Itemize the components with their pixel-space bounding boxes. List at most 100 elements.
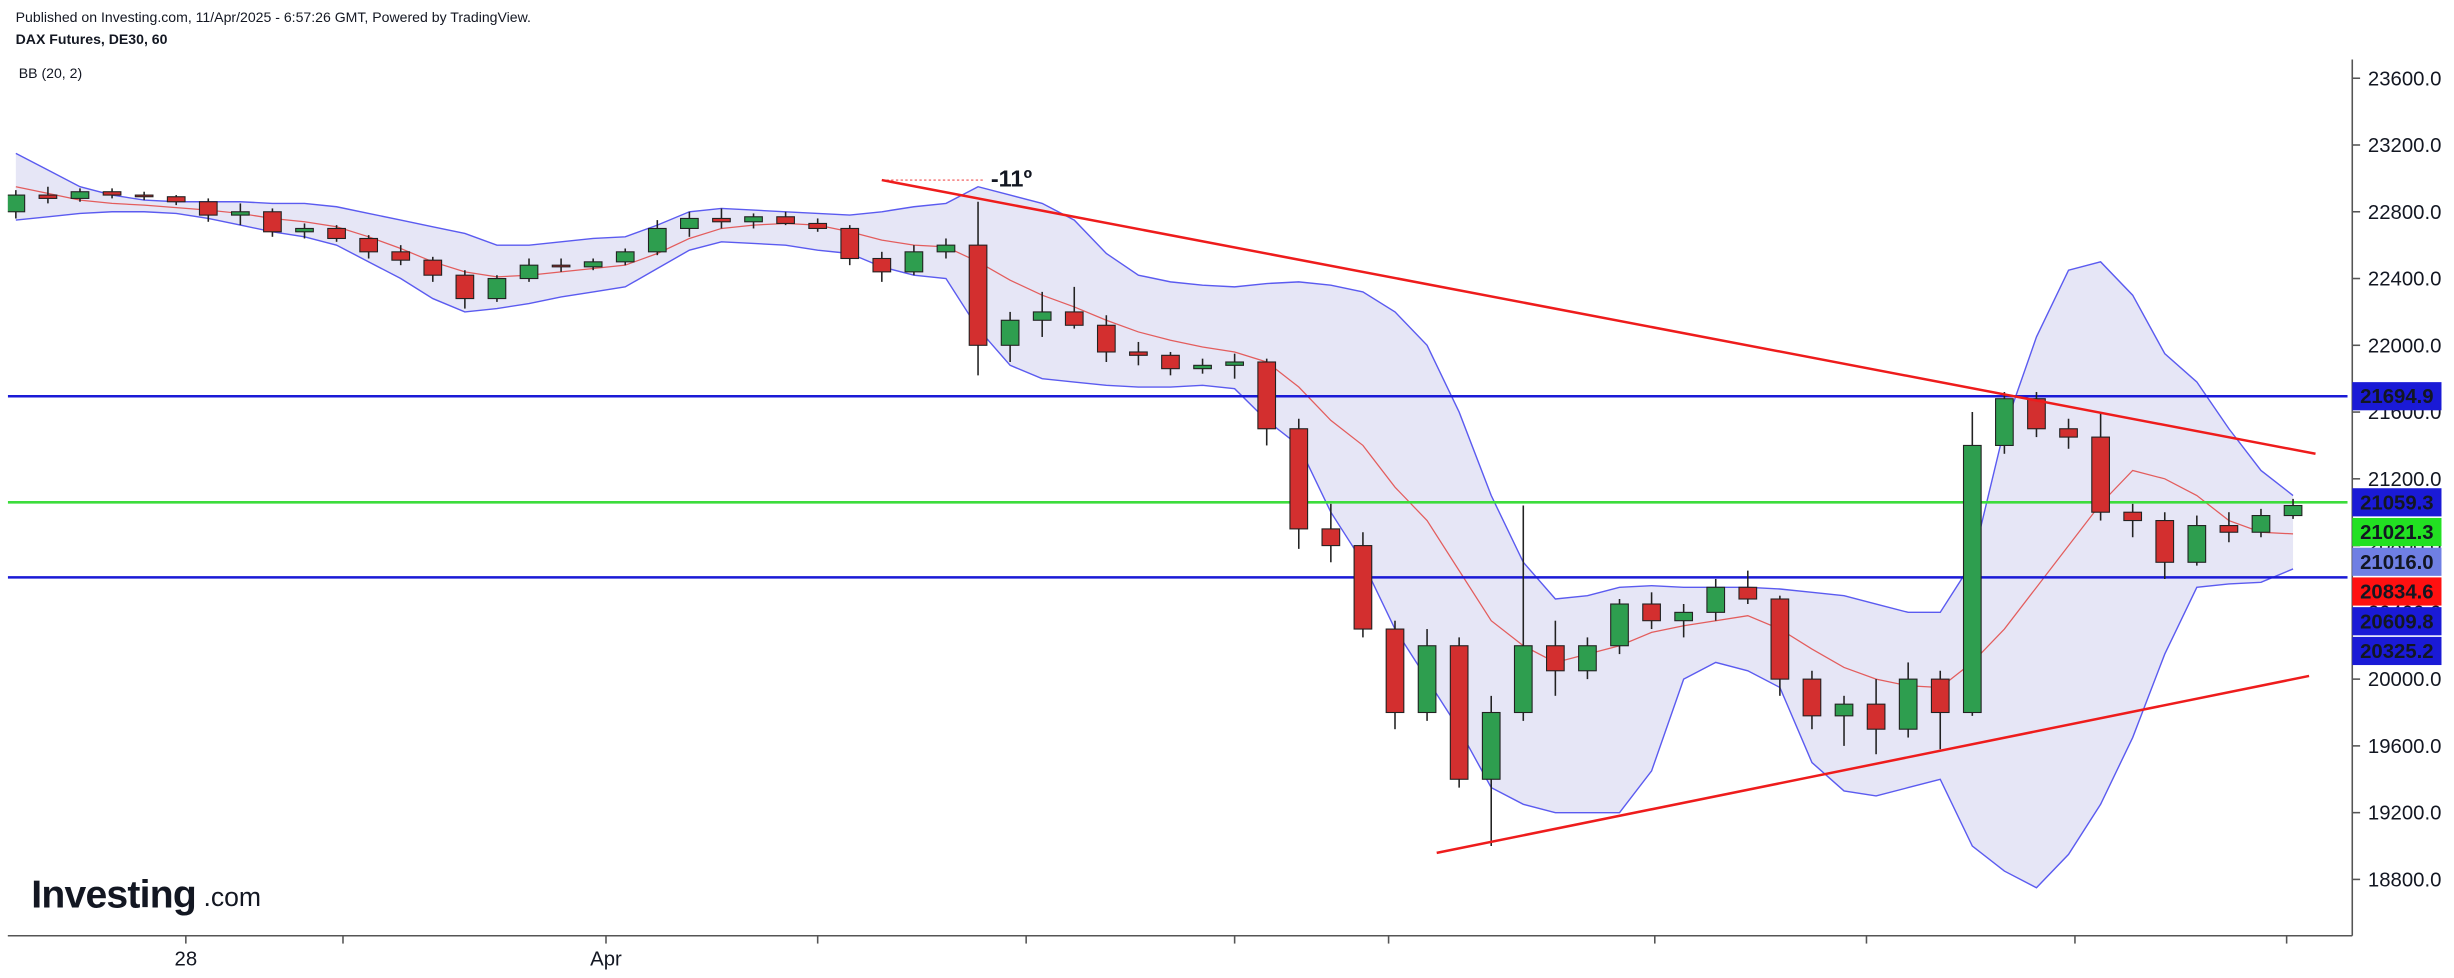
candle-body xyxy=(1578,645,1597,672)
candle-body xyxy=(1321,528,1341,547)
candle-body xyxy=(38,194,58,199)
candle-body xyxy=(2091,436,2110,513)
candle-body xyxy=(1995,398,2014,446)
plot-area xyxy=(7,152,2348,889)
logo-brand: Investing xyxy=(31,874,196,917)
price-tag-label: 20834.6 xyxy=(2360,582,2433,604)
indicator-label: BB (20, 2) xyxy=(19,65,82,81)
candle-body xyxy=(423,259,443,276)
candle-body xyxy=(134,194,154,198)
price-tag-box xyxy=(2352,517,2442,547)
bb-fill xyxy=(15,153,2294,888)
candle-body xyxy=(1770,598,1790,680)
candle-body xyxy=(519,264,539,280)
y-tick-label: 19600.0 xyxy=(2368,736,2441,758)
x-tick-label: 28 xyxy=(175,948,198,970)
candle-body xyxy=(1193,364,1212,370)
price-tag-box xyxy=(2352,577,2442,606)
trendline xyxy=(1436,674,2310,855)
candle-body xyxy=(2219,525,2239,533)
price-tag-label: 21059.3 xyxy=(2360,492,2433,514)
y-tick-label: 20000.0 xyxy=(2368,669,2441,691)
price-tag-label: 21021.3 xyxy=(2360,522,2433,544)
bb-lower xyxy=(15,211,2294,889)
price-tag-label: 20609.8 xyxy=(2360,611,2433,633)
price-tag-box xyxy=(2352,382,2442,411)
logo-suffix: .com xyxy=(203,882,261,912)
candle-body xyxy=(1738,586,1758,600)
candle-body xyxy=(1385,628,1405,714)
candle-body xyxy=(1802,678,1822,717)
candle-body xyxy=(230,211,250,216)
y-tick-label: 22400.0 xyxy=(2368,269,2441,291)
x-tick-label: Apr xyxy=(590,948,622,970)
candle-body xyxy=(1129,351,1148,356)
candle-body xyxy=(872,257,892,273)
price-tag-label: 21694.9 xyxy=(2360,386,2433,408)
candle-body xyxy=(1353,545,1373,630)
candle-body xyxy=(455,274,475,300)
logo: Investing .com xyxy=(31,874,261,917)
candle-body xyxy=(1706,586,1726,613)
candle-body xyxy=(1225,361,1244,366)
candle-body xyxy=(1161,354,1180,370)
candle-body xyxy=(680,217,699,230)
candle-body xyxy=(1674,611,1694,622)
chart-title: DAX Futures, DE30, 60 xyxy=(16,31,168,47)
bb-upper xyxy=(15,152,2294,614)
candle-body xyxy=(1000,319,1020,346)
axes: 18800.019200.019600.020000.020400.020800… xyxy=(7,59,2441,970)
price-tag-box xyxy=(2352,607,2442,636)
candle-body xyxy=(1449,645,1469,780)
candle-body xyxy=(936,244,956,253)
candle-body xyxy=(2251,514,2271,533)
candle-body xyxy=(359,237,379,253)
candle-body xyxy=(1064,311,1084,326)
candle-body xyxy=(70,191,90,199)
price-tag-label: 21016.0 xyxy=(2360,552,2433,574)
candle-body xyxy=(487,277,507,300)
annotation: -11º xyxy=(991,165,1033,191)
y-tick-label: 23600.0 xyxy=(2368,68,2441,90)
candle-body xyxy=(1610,603,1629,647)
candle-body xyxy=(2123,511,2143,522)
candle-body xyxy=(1962,444,1982,714)
candle-body xyxy=(1545,645,1565,672)
candle-body xyxy=(1513,645,1533,714)
trendline xyxy=(881,178,2316,456)
price-tag-label: 20325.2 xyxy=(2360,641,2433,663)
candle-body xyxy=(263,211,282,233)
candle-body xyxy=(2187,525,2207,563)
candle-body xyxy=(712,217,731,223)
candle-body xyxy=(904,251,924,273)
candle-body xyxy=(198,201,218,216)
candle-body xyxy=(808,222,828,230)
candle-body xyxy=(102,191,122,196)
price-tag-box xyxy=(2352,547,2442,576)
candle-body xyxy=(1096,324,1116,353)
candle-body xyxy=(551,264,571,268)
y-tick-label: 22000.0 xyxy=(2368,335,2441,357)
subtitle: Published on Investing.com, 11/Apr/2025 … xyxy=(16,9,531,25)
candle-body xyxy=(2027,398,2046,430)
candle-body xyxy=(2155,520,2175,563)
y-tick-label: 21200.0 xyxy=(2368,469,2441,491)
candle-body xyxy=(7,194,26,213)
candle-body xyxy=(968,244,988,346)
y-tick-label: 19200.0 xyxy=(2368,803,2441,825)
candle-body xyxy=(2059,428,2078,438)
candle-body xyxy=(295,227,314,233)
price-tag-box xyxy=(2352,636,2442,666)
candle-body xyxy=(615,251,635,263)
candle-body xyxy=(1289,428,1309,530)
candle-body xyxy=(647,227,667,253)
y-tick-label: 23200.0 xyxy=(2368,135,2441,157)
candle-body xyxy=(1898,678,1918,730)
candle-body xyxy=(1866,703,1886,730)
candle-body xyxy=(2283,504,2303,517)
candle-body xyxy=(744,216,763,223)
candle-body xyxy=(1032,311,1052,321)
price-tag-box xyxy=(2352,488,2442,517)
